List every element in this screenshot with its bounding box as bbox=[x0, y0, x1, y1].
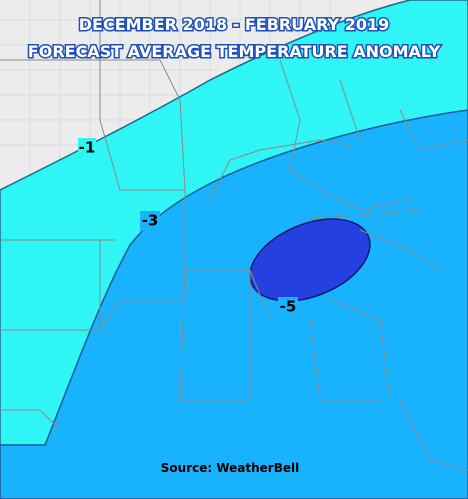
state-borders bbox=[0, 0, 468, 471]
title-line-2: FORECAST AVERAGE TEMPERATURE ANOMALY bbox=[28, 42, 441, 61]
contour-label: -3 bbox=[142, 212, 159, 230]
title-line-1: DECEMBER 2018 - FEBRUARY 2019 bbox=[79, 15, 390, 34]
anomaly-region-3 bbox=[0, 109, 468, 499]
source: Source: WeatherBell bbox=[161, 461, 299, 475]
contour-label: -5 bbox=[280, 298, 297, 316]
contour-label: -1 bbox=[79, 139, 96, 157]
county-lines bbox=[0, 0, 331, 170]
anomaly-region-5 bbox=[249, 218, 371, 302]
label-bg bbox=[278, 297, 298, 317]
label-bg bbox=[78, 138, 96, 158]
label-bg bbox=[140, 211, 160, 231]
